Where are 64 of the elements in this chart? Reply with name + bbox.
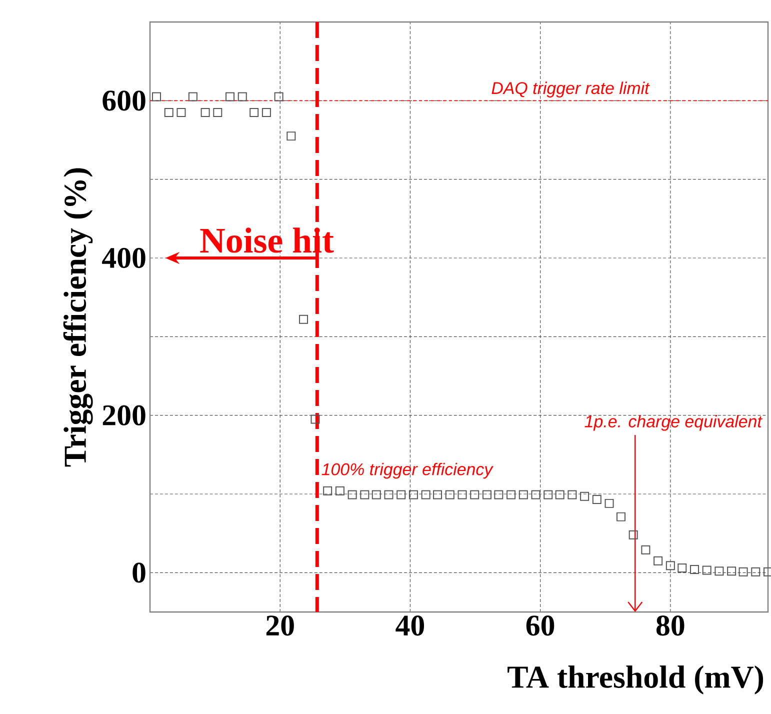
point xyxy=(286,132,296,141)
point xyxy=(250,108,259,117)
point xyxy=(164,108,174,117)
point xyxy=(213,108,222,117)
point xyxy=(458,490,467,500)
x-tick-label: 80 xyxy=(656,616,684,636)
point xyxy=(494,490,504,500)
point xyxy=(506,490,516,500)
point xyxy=(580,492,590,501)
point xyxy=(518,490,528,500)
point xyxy=(568,490,577,500)
point xyxy=(421,490,430,500)
point xyxy=(666,561,675,570)
point xyxy=(531,490,540,500)
point xyxy=(274,92,284,102)
point xyxy=(323,486,332,496)
x-tick-label: 20 xyxy=(266,616,294,636)
point xyxy=(616,512,626,522)
point xyxy=(335,486,344,496)
point xyxy=(299,314,308,324)
point xyxy=(690,565,699,574)
point xyxy=(544,490,553,500)
point xyxy=(348,490,357,500)
annotation: 1p.e. charge equivalent xyxy=(584,415,763,431)
point xyxy=(310,414,320,424)
y-tick-label: 200 xyxy=(102,405,146,426)
x-tick-label: 60 xyxy=(526,616,554,636)
point xyxy=(360,490,370,500)
point xyxy=(628,530,638,540)
point xyxy=(738,567,748,576)
point xyxy=(714,566,724,576)
y-tick-label: 0 xyxy=(132,562,146,583)
point xyxy=(470,490,480,500)
point xyxy=(751,567,760,576)
point xyxy=(641,545,650,554)
point xyxy=(238,92,247,102)
y-tick-label: 400 xyxy=(102,248,146,268)
point xyxy=(433,490,442,500)
point xyxy=(408,490,418,500)
y-axis-title: Trigger efficiency (%) xyxy=(63,168,93,467)
point xyxy=(727,566,736,576)
point xyxy=(763,567,771,576)
point xyxy=(592,495,602,504)
point xyxy=(226,92,235,102)
point xyxy=(396,490,406,500)
y-tick-label: 600 xyxy=(102,90,146,111)
point xyxy=(445,490,454,500)
point xyxy=(555,490,564,500)
annotation: 100% trigger efficiency xyxy=(322,462,494,479)
x-tick-label: 40 xyxy=(396,616,424,636)
point xyxy=(262,108,271,117)
point xyxy=(200,108,210,117)
point xyxy=(678,563,687,572)
point xyxy=(482,490,492,500)
x-axis-title: TA threshold (mV) xyxy=(508,666,764,694)
point xyxy=(654,556,663,566)
point xyxy=(152,92,162,102)
ref-line-label: DAQ trigger rate limit xyxy=(492,82,650,98)
point xyxy=(384,490,394,500)
point xyxy=(188,92,198,102)
point xyxy=(604,498,614,508)
point xyxy=(702,566,712,575)
point xyxy=(372,490,381,500)
point xyxy=(176,108,186,117)
